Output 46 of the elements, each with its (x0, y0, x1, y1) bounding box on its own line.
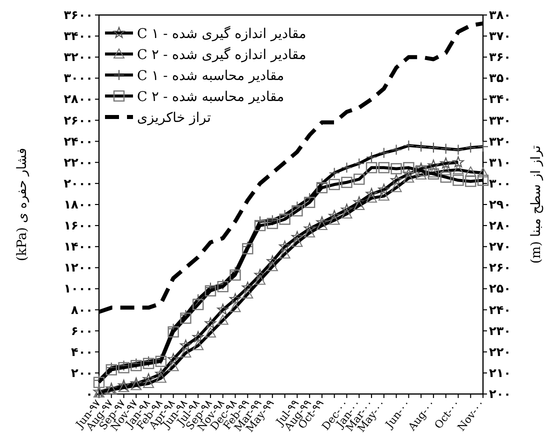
y2-tick-label: ۲۶۰ (489, 260, 511, 275)
y2-tick-label: ۳۸۰ (489, 8, 511, 22)
y2-tick-label: ۳۴۰ (489, 92, 511, 106)
x-tick-label: Nov-۰۰ (456, 397, 488, 434)
y2-tick-label: ۳۲۰ (489, 134, 511, 148)
y2-tick-label: ۲۹۰ (489, 198, 511, 212)
y-tick-label: ۳۰۰۰ (64, 71, 93, 86)
y2-tick-label: ۳۵۰ (489, 71, 511, 86)
y2-tick-label: ۳۱۰ (489, 155, 511, 170)
legend-label: تراز خاکریزی (137, 110, 212, 126)
y-tick-label: ۳۴۰۰ (64, 29, 93, 44)
y2-tick-label: ۲۳۰ (489, 324, 511, 338)
legend-label: مقادیر اندازه گیری شده - C ۲ (137, 46, 306, 63)
y-tick-label: ۱۴۰۰ (64, 240, 93, 254)
y-tick-label: ۰ (86, 387, 93, 401)
y2-tick-label: ۲۵۰ (489, 282, 511, 296)
y2-tick-label: ۳۳۰ (489, 113, 511, 128)
y-tick-label: ۱۲۰۰ (64, 260, 93, 275)
legend-label: مقادیر محاسبه شده - C ۲ (137, 89, 284, 105)
legend-label: مقادیر محاسبه شده - C ۱ (137, 68, 284, 84)
y-tick-label: ۱۸۰۰ (64, 198, 93, 212)
y2-tick-label: ۲۲۰ (489, 344, 511, 359)
y-tick-label: ۲۰۰۰ (64, 176, 93, 190)
y2-tick-label: ۲۷۰ (489, 240, 511, 254)
y2-tick-label: ۲۴۰ (489, 302, 511, 317)
y2-tick-label: ۲۸۰ (489, 218, 511, 233)
y-tick-label: ۴۰۰ (71, 344, 93, 359)
y-tick-label: ۲۰۰ (71, 366, 93, 380)
y-tick-label: ۱۶۰۰ (64, 218, 93, 233)
y2-tick-label: ۳۶۰ (489, 50, 511, 64)
y-tick-label: ۳۲۰۰ (64, 50, 93, 64)
y-tick-label: ۲۲۰۰ (64, 155, 93, 170)
y-tick-label: ۲۴۰۰ (64, 134, 93, 148)
y-tick-label: ۲۶۰۰ (64, 113, 93, 128)
y2-tick-label: ۳۷۰ (489, 29, 511, 44)
legend-label: مقادیر اندازه گیری شده - C ۱ (137, 25, 306, 42)
y-tick-label: ۳۶۰۰ (64, 8, 93, 22)
y2-tick-label: ۳۰۰ (489, 176, 511, 190)
y2-tick-label: ۲۰۰ (489, 387, 511, 401)
y-axis-title: فشار حفره ی (kPa) (15, 148, 30, 262)
y-tick-label: ۶۰۰ (71, 324, 93, 338)
y-tick-label: ۲۸۰۰ (64, 92, 93, 106)
y2-axis-title: تراز از سطح مبنا (m) (529, 144, 544, 264)
y-tick-label: ۸۰۰ (71, 302, 93, 317)
y-tick-label: ۱۰۰۰ (64, 282, 93, 296)
y2-tick-label: ۲۱۰ (489, 366, 511, 380)
